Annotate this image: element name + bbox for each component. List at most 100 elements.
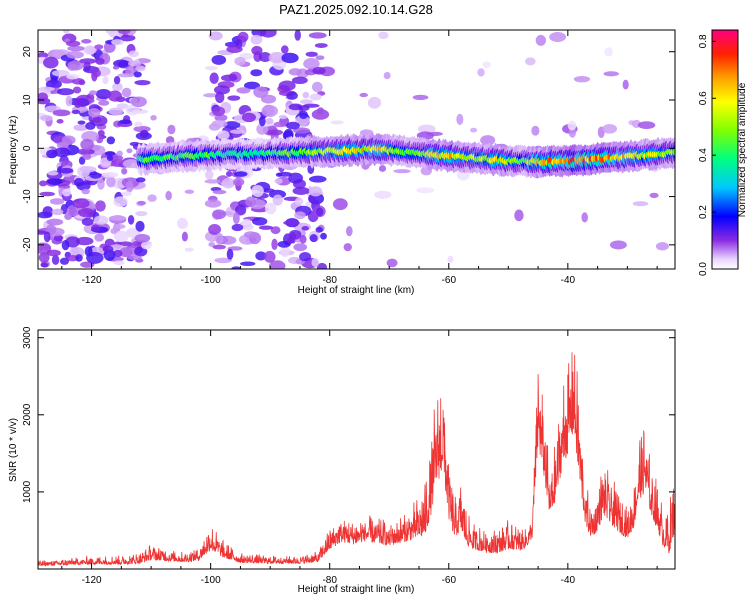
noise-blob (302, 91, 310, 99)
noise-blob (118, 34, 136, 42)
noise-blob (46, 178, 63, 185)
noise-blob (184, 189, 195, 194)
noise-blob (95, 200, 106, 212)
noise-blob (281, 45, 289, 54)
noise-blob (73, 124, 89, 131)
noise-blob (231, 223, 244, 232)
spectrogram-frame (37, 29, 676, 270)
noise-blob (113, 76, 121, 85)
noise-blob (134, 121, 143, 127)
noise-blob (549, 32, 567, 42)
noise-blob (258, 225, 274, 230)
noise-blob (89, 172, 102, 179)
noise-blob (211, 54, 227, 65)
noise-blob (56, 119, 64, 124)
noise-blob (46, 218, 64, 226)
noise-blob (104, 151, 116, 157)
noise-blob (98, 100, 110, 106)
noise-blob (573, 75, 591, 83)
x-tick-label: -60 (442, 575, 457, 586)
noise-blob (315, 55, 325, 61)
noise-blob (412, 94, 429, 101)
noise-blob (250, 34, 263, 45)
noise-blob (234, 171, 248, 177)
colorbar-tick-label: 0.6 (698, 91, 709, 105)
noise-blob (215, 232, 224, 245)
x-tick-label: -80 (322, 275, 337, 286)
noise-blob (130, 96, 147, 108)
noise-blob (221, 177, 235, 189)
y-tick-label: 3000 (22, 326, 33, 349)
noise-blob (280, 245, 290, 258)
noise-blob (208, 241, 216, 248)
noise-blob (294, 30, 301, 41)
noise-blob (51, 208, 64, 216)
noise-blob (477, 68, 485, 77)
noise-blob (109, 158, 127, 167)
noise-blob (253, 86, 269, 98)
noise-blob (95, 88, 112, 100)
noise-blob (86, 251, 104, 264)
noise-blob (77, 208, 95, 218)
noise-blob (184, 247, 194, 252)
noise-blob (204, 66, 218, 71)
noise-blob (233, 177, 245, 187)
noise-blob (93, 215, 109, 225)
colorbar-ticks: 0.0 0.2 0.4 0.6 0.8 (698, 34, 716, 276)
noise-blob (38, 52, 49, 59)
noise-blob (286, 121, 300, 130)
noise-blob (129, 30, 137, 35)
noise-blob (308, 186, 323, 197)
noise-blob (95, 57, 105, 65)
noise-blob (383, 71, 391, 80)
noise-blob (127, 60, 142, 67)
noise-blob (226, 248, 234, 260)
noise-blob (283, 220, 300, 226)
noise-blob (303, 58, 320, 70)
noise-blob (393, 169, 411, 174)
noise-blob (226, 171, 233, 177)
noise-blob (38, 86, 55, 92)
noise-blob (129, 141, 140, 147)
noise-blob (58, 167, 74, 174)
noise-blob (308, 32, 327, 39)
noise-blob (106, 176, 116, 188)
noise-blob (62, 188, 72, 197)
noise-blob (106, 155, 114, 161)
noise-blob (135, 177, 146, 183)
noise-blob (78, 79, 86, 86)
noise-blob (211, 119, 228, 128)
noise-blob (113, 260, 125, 266)
noise-blob (53, 234, 63, 242)
noise-blob (106, 136, 116, 145)
noise-blob (602, 124, 618, 134)
noise-blob (53, 147, 71, 158)
snr-y-ticks: 1000 2000 3000 (22, 326, 675, 503)
noise-blob (240, 261, 256, 266)
snr-frame (37, 329, 676, 570)
noise-blob (288, 68, 302, 76)
noise-blob (264, 202, 277, 215)
noise-blob (299, 99, 313, 105)
spectrogram-panel: -120 -100 -80 -60 -40 20 10 0 -10 -20 Height of … (8, 29, 676, 296)
y-tick-label: 20 (22, 46, 33, 58)
noise-blob (40, 262, 49, 268)
noise-blob (251, 185, 264, 198)
noise-blob (94, 44, 104, 50)
noise-blob (167, 124, 176, 135)
noise-blob (294, 211, 306, 220)
noise-blob (305, 51, 318, 57)
noise-blob (482, 61, 491, 69)
noise-blob (56, 88, 75, 96)
noise-blob (236, 87, 251, 94)
noise-blob (126, 148, 133, 154)
noise-blob (232, 212, 240, 225)
x-tick-label: -100 (201, 275, 221, 286)
noise-blob (75, 254, 83, 262)
noise-blob (603, 71, 619, 77)
noise-blob (332, 198, 348, 211)
noise-blob (85, 122, 96, 130)
noise-blob (47, 171, 59, 176)
noise-blob (309, 175, 327, 183)
noise-blob (243, 231, 258, 239)
